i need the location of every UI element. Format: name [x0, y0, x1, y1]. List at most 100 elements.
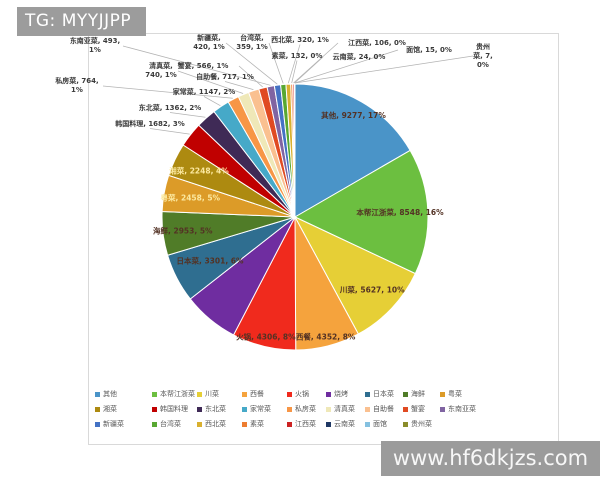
leader-line: [122, 45, 271, 86]
pie-callout-label: 自助餐, 717, 1%: [196, 72, 254, 81]
legend-label: 本帮江浙菜: [160, 390, 195, 398]
legend-item-13: 私房菜: [287, 404, 326, 414]
legend-label: 面馆: [373, 420, 387, 428]
pie-callout-label: 东北菜, 1362, 2%: [138, 103, 202, 112]
legend-item-11: 东北菜: [197, 404, 242, 414]
pie-callout-label: 家常菜, 1147, 2%: [172, 87, 236, 96]
legend-item-23: 云南菜: [326, 419, 365, 429]
leader-line: [102, 85, 233, 99]
legend-swatch-icon: [440, 406, 445, 412]
legend-item-8: 粤菜: [440, 389, 502, 399]
legend-item-15: 自助餐: [365, 404, 403, 414]
legend-label: 东南亚菜: [448, 405, 476, 413]
leader-line: [203, 96, 221, 107]
legend-swatch-icon: [403, 421, 408, 427]
legend-item-2: 川菜: [197, 389, 242, 399]
pie-inside-label: 海鲜, 2953, 5%: [153, 226, 213, 236]
legend-item-4: 火锅: [287, 389, 326, 399]
legend-swatch-icon: [242, 391, 247, 397]
legend-item-21: 素菜: [242, 419, 287, 429]
leader-line: [268, 42, 284, 84]
leader-line: [294, 55, 474, 84]
legend-item-1: 本帮江浙菜: [152, 389, 197, 399]
legend-item-6: 日本菜: [365, 389, 403, 399]
legend-swatch-icon: [403, 391, 408, 397]
pie-inside-label: 日本菜, 3301, 6%: [176, 256, 244, 266]
legend-label: 海鲜: [411, 390, 425, 398]
legend-label: 新疆菜: [103, 420, 124, 428]
legend-item-17: 东南亚菜: [440, 404, 502, 414]
legend-swatch-icon: [287, 406, 292, 412]
legend-item-9: 湘菜: [95, 404, 152, 414]
leader-line: [294, 49, 399, 84]
pie-inside-label: 川菜, 5627, 10%: [339, 285, 405, 295]
pie-callout-label: 贵州菜, 7, 0%: [473, 42, 493, 69]
legend-swatch-icon: [326, 406, 331, 412]
legend-label: 韩国料理: [160, 405, 188, 413]
leader-line: [224, 81, 254, 90]
legend-item-16: 蟹宴: [403, 404, 440, 414]
legend-swatch-icon: [152, 391, 157, 397]
legend-swatch-icon: [326, 421, 331, 427]
legend-swatch-icon: [365, 406, 370, 412]
pie-callout-label: 东南亚菜, 493, 1%: [69, 37, 121, 54]
legend-item-25: 贵州菜: [403, 419, 440, 429]
legend-label: 私房菜: [295, 405, 316, 413]
pie-callout-label: 台湾菜, 359, 1%: [236, 34, 268, 51]
legend-item-5: 烧烤: [326, 389, 365, 399]
legend-label: 自助餐: [373, 405, 394, 413]
legend-label: 日本菜: [373, 390, 394, 398]
legend-swatch-icon: [365, 421, 370, 427]
legend-label: 江西菜: [295, 420, 316, 428]
leader-line: [291, 60, 298, 84]
legend-label: 川菜: [205, 390, 219, 398]
legend-label: 湘菜: [103, 405, 117, 413]
legend-item-7: 海鲜: [403, 389, 440, 399]
legend-swatch-icon: [197, 391, 202, 397]
pie-inside-label: 粤菜, 2458, 5%: [161, 193, 221, 203]
pie-callout-label: 素菜, 132, 0%: [271, 51, 323, 60]
pie-callout-label: 韩国料理, 1682, 3%: [115, 119, 185, 128]
pie-inside-label: 火锅, 4306, 8%: [236, 332, 296, 342]
legend-item-10: 韩国料理: [152, 404, 197, 414]
legend-swatch-icon: [197, 421, 202, 427]
pie-callout-label: 西北菜, 320, 1%: [271, 35, 329, 44]
legend-swatch-icon: [152, 406, 157, 412]
legend-swatch-icon: [95, 421, 100, 427]
pie-callout-label: 新疆菜, 420, 1%: [193, 34, 225, 51]
legend-item-20: 西北菜: [197, 419, 242, 429]
legend-item-24: 面馆: [365, 419, 403, 429]
pie-slice-0: [294, 83, 411, 218]
legend-item-0: 其他: [95, 389, 152, 399]
leader-line: [177, 70, 244, 94]
legend-swatch-icon: [242, 406, 247, 412]
pie-callout-label: 私房菜, 764, 1%: [55, 77, 99, 94]
pie-slice-2: [293, 215, 417, 335]
legend-label: 贵州菜: [411, 420, 432, 428]
legend-swatch-icon: [287, 391, 292, 397]
pie-inside-label: 其他, 9277, 17%: [321, 110, 386, 120]
legend-swatch-icon: [326, 391, 331, 397]
watermark-tg: TG: MYYJJPP: [17, 7, 146, 36]
legend-label: 台湾菜: [160, 420, 181, 428]
legend-label: 清真菜: [334, 405, 355, 413]
legend-label: 西北菜: [205, 420, 226, 428]
legend-swatch-icon: [287, 421, 292, 427]
legend-label: 东北菜: [205, 405, 226, 413]
legend-label: 素菜: [250, 420, 264, 428]
pie-inside-label: 湘菜, 2248, 4%: [169, 166, 229, 176]
legend-item-18: 新疆菜: [95, 419, 152, 429]
pie-callout-label: 面馆, 15, 0%: [406, 45, 452, 54]
legend-item-19: 台湾菜: [152, 419, 197, 429]
legend-swatch-icon: [242, 421, 247, 427]
legend-label: 烧烤: [334, 390, 348, 398]
pie-callout-label: 云南菜, 24, 0%: [332, 52, 386, 61]
pie-inside-label: 本帮江浙菜, 8548, 16%: [355, 207, 444, 217]
legend-swatch-icon: [403, 406, 408, 412]
legend-item-12: 家常菜: [242, 404, 287, 414]
watermark-url: www.hf6dkjzs.com: [381, 441, 600, 476]
pie-inside-label: 西餐, 4352, 8%: [296, 331, 356, 341]
leader-line: [225, 42, 278, 85]
chart-legend: 其他 本帮江浙菜 川菜 西餐 火锅 烧烤 日本菜 海鲜 粤菜 湘菜 韩国料理 东北菜 家常菜 私房菜 清真菜…: [95, 389, 502, 429]
